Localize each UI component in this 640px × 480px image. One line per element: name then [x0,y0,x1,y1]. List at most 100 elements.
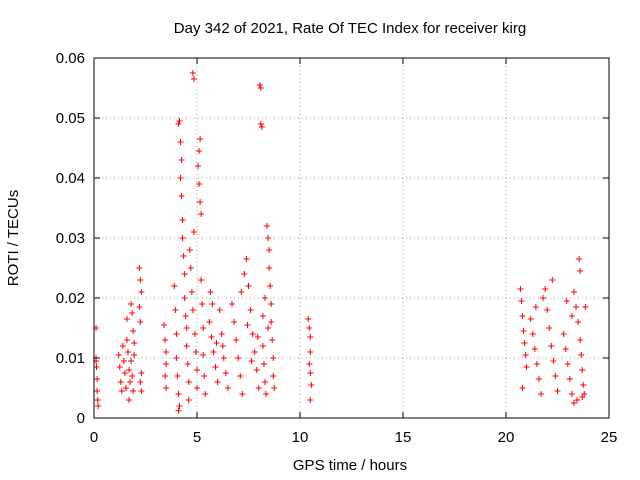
data-point [199,301,206,307]
data-point [162,337,169,343]
data-point [188,289,195,295]
data-point [582,304,589,310]
data-point [194,385,200,391]
data-point [137,319,144,325]
data-point [562,346,569,352]
data-point [258,124,265,130]
data-point [546,325,553,331]
data-point [184,361,191,367]
data-point [244,322,251,328]
y-axis-label: ROTI / TECUs [5,190,22,286]
data-point [172,307,179,313]
data-point [192,349,199,355]
data-point [216,307,223,313]
data-point [563,298,570,304]
data-point [560,331,567,337]
data-point [550,358,557,364]
data-point [94,376,101,382]
data-point [200,352,207,358]
data-point [259,313,266,319]
data-point [202,391,209,397]
data-point [269,337,276,343]
data-point [183,325,190,331]
data-point [198,211,205,217]
data-point [209,301,216,307]
data-point [306,361,313,367]
data-point [239,391,246,397]
data-point [519,313,526,319]
data-point [256,82,263,88]
data-point [265,235,272,241]
data-point [213,340,220,346]
y-tick-label: 0.06 [56,50,85,67]
data-point [127,379,134,385]
data-point [179,217,186,223]
data-point [163,349,170,355]
data-point [248,358,255,364]
data-point [189,70,196,76]
data-point [214,379,221,385]
data-point [94,397,101,403]
data-point [195,163,202,169]
data-point [237,373,244,379]
data-point [579,367,586,373]
data-point [229,301,236,307]
data-point [305,316,312,322]
data-point [249,331,256,337]
data-point [253,367,260,373]
x-axis-label: GPS time / hours [293,457,407,474]
data-point [261,295,268,301]
data-point [307,334,314,340]
data-point [126,367,133,373]
data-point [180,253,187,259]
x-tick-label: 5 [193,429,201,446]
data-point [307,397,314,403]
data-point [308,382,315,388]
data-point [544,307,551,313]
data-point [576,256,583,262]
data-point [163,361,170,367]
data-point [268,301,275,307]
data-point [265,325,272,331]
data-point [120,358,127,364]
data-point [570,289,577,295]
data-point [122,385,129,391]
data-point [233,337,240,343]
data-point [119,343,126,349]
data-point [578,352,585,358]
data-point [137,277,144,283]
data-point [267,283,274,289]
data-point [210,349,217,355]
data-point [197,199,204,205]
data-point [175,391,182,397]
data-point [198,277,205,283]
y-tick-label: 0.02 [56,290,85,307]
data-point [131,340,138,346]
data-point [130,388,137,394]
data-point [218,331,225,337]
data-point [261,379,268,385]
data-point [128,358,135,364]
data-point [208,334,215,340]
data-point [264,223,271,229]
chart-title: Day 342 of 2021, Rate Of TEC Index for r… [174,20,526,37]
data-point [121,370,128,376]
data-point [540,295,547,301]
data-point [219,343,226,349]
data-point [131,352,138,358]
data-point [259,343,266,349]
data-point [549,277,556,283]
data-point [136,265,143,271]
data-point [162,373,169,379]
data-point [570,400,577,406]
data-point [182,313,189,319]
data-point [535,376,542,382]
y-tick-label: 0 [77,410,85,427]
data-point [580,382,587,388]
data-point [518,298,525,304]
data-point [568,313,575,319]
grid-layer [94,58,609,418]
data-point [186,247,193,253]
data-point [137,379,144,385]
data-point [115,352,122,358]
